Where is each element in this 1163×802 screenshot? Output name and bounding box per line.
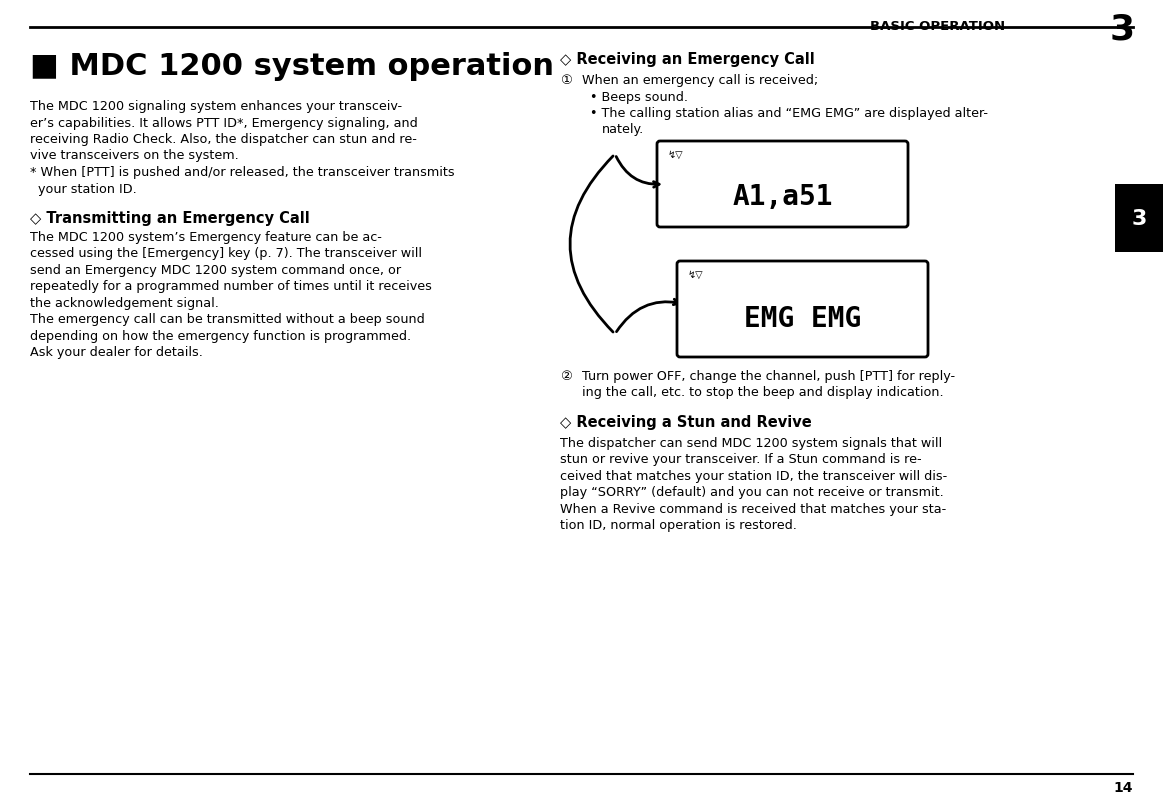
Text: When an emergency call is received;: When an emergency call is received; [582,74,819,87]
Text: nately.: nately. [602,124,644,136]
Text: depending on how the emergency function is programmed.: depending on how the emergency function … [30,330,412,342]
Text: your station ID.: your station ID. [30,182,137,195]
Text: The dispatcher can send MDC 1200 system signals that will: The dispatcher can send MDC 1200 system … [561,436,942,449]
Text: 3: 3 [1132,209,1147,229]
FancyBboxPatch shape [657,142,908,228]
Text: ↯▽: ↯▽ [688,269,704,280]
Text: send an Emergency MDC 1200 system command once, or: send an Emergency MDC 1200 system comman… [30,264,401,277]
Text: vive transceivers on the system.: vive transceivers on the system. [30,149,238,162]
Text: ◇ Receiving a Stun and Revive: ◇ Receiving a Stun and Revive [561,415,812,429]
Text: ceived that matches your station ID, the transceiver will dis-: ceived that matches your station ID, the… [561,469,947,482]
Text: the acknowledgement signal.: the acknowledgement signal. [30,297,219,310]
Text: stun or revive your transceiver. If a Stun command is re-: stun or revive your transceiver. If a St… [561,453,921,466]
Text: * When [PTT] is pushed and/or released, the transceiver transmits: * When [PTT] is pushed and/or released, … [30,166,455,179]
Text: The MDC 1200 signaling system enhances your transceiv-: The MDC 1200 signaling system enhances y… [30,100,402,113]
Text: When a Revive command is received that matches your sta-: When a Revive command is received that m… [561,502,947,516]
Text: er’s capabilities. It allows PTT ID*, Emergency signaling, and: er’s capabilities. It allows PTT ID*, Em… [30,116,418,129]
Text: ◇ Transmitting an Emergency Call: ◇ Transmitting an Emergency Call [30,211,309,225]
Text: BASIC OPERATION: BASIC OPERATION [870,20,1005,33]
Text: Turn power OFF, change the channel, push [PTT] for reply-: Turn power OFF, change the channel, push… [582,370,955,383]
Text: EMG EMG: EMG EMG [744,305,861,333]
Text: ↯▽: ↯▽ [668,150,684,160]
Text: • Beeps sound.: • Beeps sound. [590,91,688,103]
Text: receiving Radio Check. Also, the dispatcher can stun and re-: receiving Radio Check. Also, the dispatc… [30,133,416,146]
Text: ◇ Receiving an Emergency Call: ◇ Receiving an Emergency Call [561,52,815,67]
Text: A1,a51: A1,a51 [733,183,833,211]
Text: repeatedly for a programmed number of times until it receives: repeatedly for a programmed number of ti… [30,280,431,294]
Text: The emergency call can be transmitted without a beep sound: The emergency call can be transmitted wi… [30,313,424,326]
Text: tion ID, normal operation is restored.: tion ID, normal operation is restored. [561,519,797,532]
Text: The MDC 1200 system’s Emergency feature can be ac-: The MDC 1200 system’s Emergency feature … [30,231,381,244]
Text: cessed using the [Emergency] key (p. 7). The transceiver will: cessed using the [Emergency] key (p. 7).… [30,247,422,260]
Text: ing the call, etc. to stop the beep and display indication.: ing the call, etc. to stop the beep and … [582,386,943,399]
Text: Ask your dealer for details.: Ask your dealer for details. [30,346,202,359]
Text: ■ MDC 1200 system operation: ■ MDC 1200 system operation [30,52,554,81]
Text: ②: ② [561,370,572,383]
Text: ①: ① [561,74,572,87]
Text: play “SORRY” (default) and you can not receive or transmit.: play “SORRY” (default) and you can not r… [561,486,943,499]
FancyBboxPatch shape [1115,184,1163,253]
Text: • The calling station alias and “EMG EMG” are displayed alter-: • The calling station alias and “EMG EMG… [590,107,989,119]
Text: 3: 3 [1110,12,1135,46]
Text: 14: 14 [1113,780,1133,794]
FancyBboxPatch shape [677,261,928,358]
